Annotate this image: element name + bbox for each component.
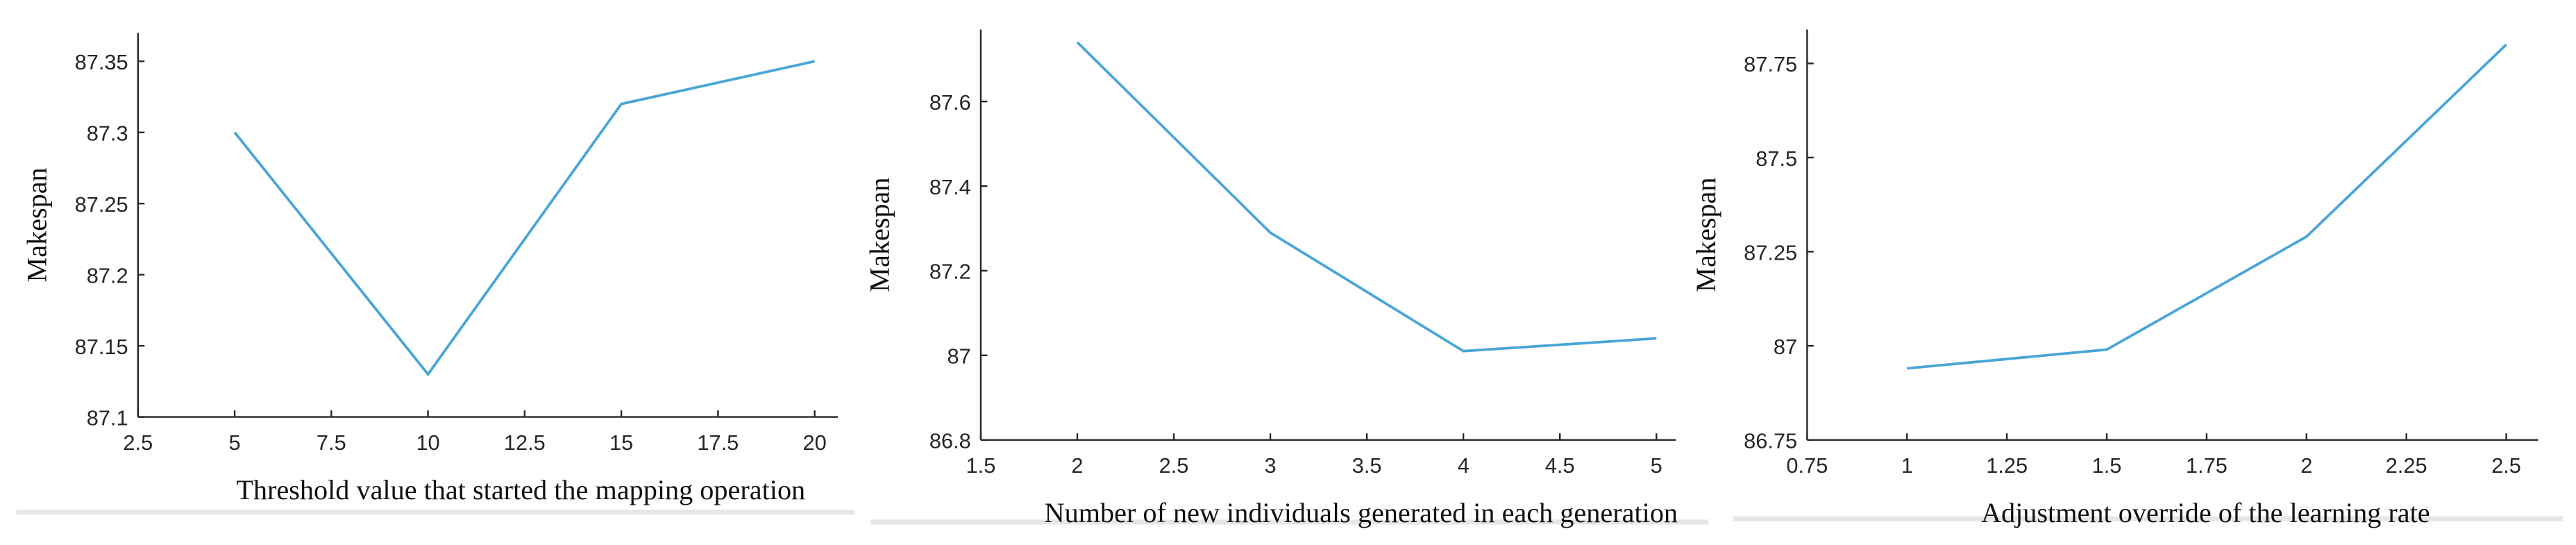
x-tick-label: 17.5	[697, 430, 739, 455]
x-tick-label: 2.5	[1159, 453, 1189, 478]
x-tick-label: 1.25	[1986, 453, 2028, 478]
y-tick-label: 87	[947, 344, 970, 369]
y-tick-label: 87.6	[929, 90, 971, 115]
x-tick-label: 2.25	[2386, 453, 2427, 478]
x-tick-label: 2.5	[123, 430, 153, 455]
y-axis-label: Makespan	[864, 178, 895, 292]
y-tick-label: 87.15	[75, 335, 128, 359]
x-tick-label: 15	[609, 430, 633, 455]
line	[1076, 41, 1657, 353]
y-tick-label: 87.25	[75, 192, 128, 217]
x-tick-label: 1.75	[2186, 453, 2228, 478]
y-axis-label: Makespan	[21, 167, 52, 282]
y-tick-label: 86.75	[1744, 429, 1797, 453]
y-tick-label: 87.25	[1744, 240, 1797, 265]
x-tick-label: 10	[416, 430, 439, 455]
y-tick-label: 87.2	[87, 263, 128, 287]
x-axis-label: Threshold value that started the mapping…	[236, 474, 805, 505]
x-tick-label: 1	[1901, 453, 1913, 478]
y-axis-label: Makespan	[1690, 178, 1721, 292]
x-tick-label: 1.5	[2092, 453, 2122, 478]
x-tick-label: 0.75	[1786, 453, 1828, 478]
y-tick-label: 87.1	[87, 405, 128, 430]
y-tick-label: 87.3	[87, 121, 128, 146]
x-tick-label: 1.5	[966, 453, 996, 478]
y-tick-label: 87	[1774, 335, 1797, 359]
x-tick-label: 3	[1264, 453, 1276, 478]
y-tick-label: 87.35	[75, 50, 128, 74]
x-tick-label: 3.5	[1352, 453, 1382, 478]
y-tick-label: 87.75	[1744, 52, 1797, 76]
x-tick-label: 4	[1458, 453, 1470, 478]
line	[233, 60, 816, 377]
x-axis-label: Number of new individuals generated in e…	[1045, 497, 1678, 528]
x-tick-label: 5	[1651, 453, 1662, 478]
x-axis-label: Adjustment override of the learning rate	[1981, 497, 2430, 528]
y-tick-label: 87.4	[929, 175, 971, 199]
x-tick-label: 2	[2300, 453, 2312, 478]
y-tick-label: 87.5	[1756, 146, 1797, 171]
x-tick-label: 2	[1071, 453, 1083, 478]
x-tick-label: 4.5	[1545, 453, 1575, 478]
x-tick-label: 5	[229, 430, 241, 455]
x-tick-label: 7.5	[317, 430, 346, 455]
y-tick-label: 86.8	[929, 429, 971, 453]
line	[1907, 43, 2507, 370]
x-tick-label: 12.5	[504, 430, 546, 455]
x-tick-label: 2.5	[2491, 453, 2521, 478]
y-tick-label: 87.2	[929, 260, 971, 284]
x-tick-label: 20	[802, 430, 826, 455]
